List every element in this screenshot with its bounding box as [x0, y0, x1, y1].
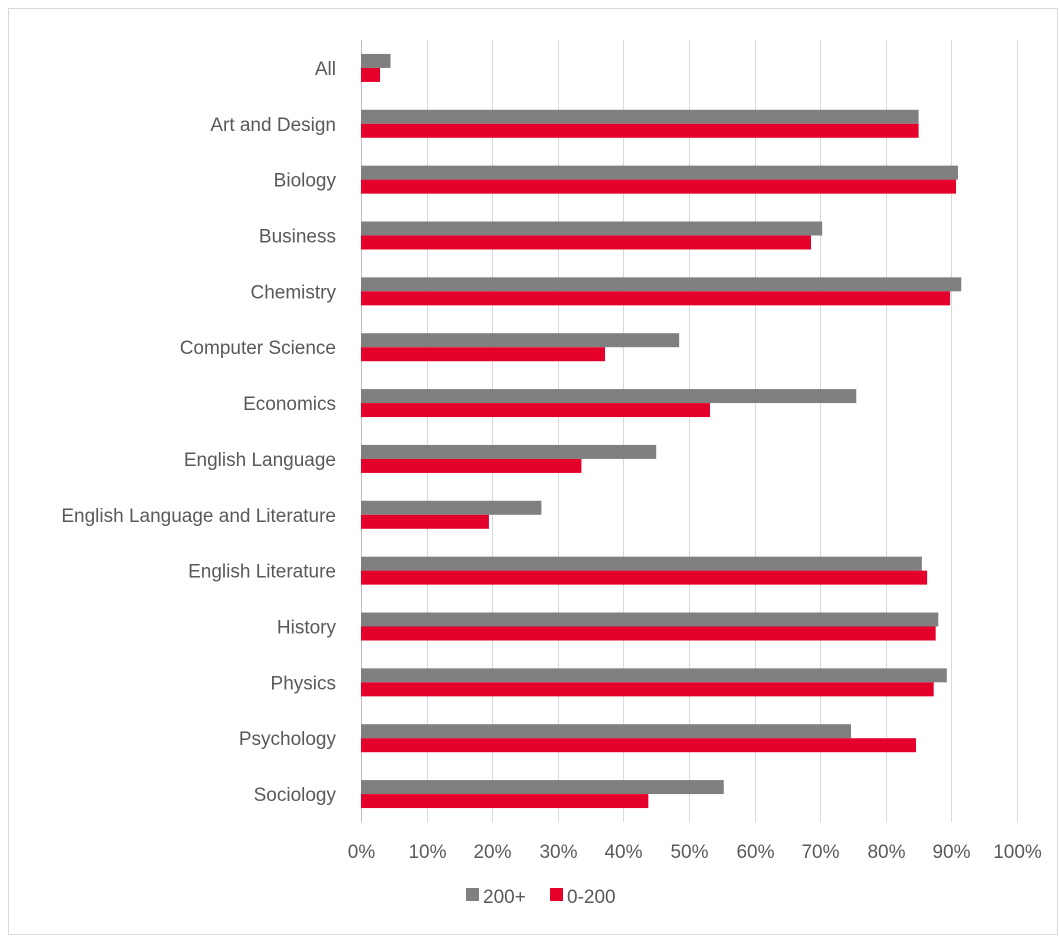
bar-series-200plus [361, 277, 962, 292]
gridlines [361, 40, 1018, 822]
category-label: Art and Design [210, 115, 336, 136]
legend-label: 200+ [483, 887, 526, 908]
bar-series-200plus [361, 165, 958, 180]
bar-series-0-200 [361, 179, 956, 194]
value-axis-labels: 0% 10% 20% 30% 40% 50% 60% 70% 80% 90% 100% [348, 842, 1042, 863]
x-tick-label: 30% [539, 842, 577, 863]
category-label: Business [259, 227, 336, 248]
bar-series-200plus [361, 724, 852, 739]
bar-series-200plus [361, 500, 542, 515]
bar-series-0-200 [361, 682, 934, 697]
bar-series-0-200 [361, 67, 381, 82]
category-label: All [315, 59, 336, 80]
bar-series-200plus [361, 444, 657, 459]
bar-series-0-200 [361, 794, 649, 809]
x-tick-label: 60% [736, 842, 774, 863]
bar-series-200plus [361, 221, 823, 236]
x-tick-label: 90% [932, 842, 970, 863]
x-tick-label: 40% [604, 842, 642, 863]
bar-series-200plus [361, 780, 724, 795]
legend-label: 0-200 [567, 887, 616, 908]
bar-series-200plus [361, 556, 922, 571]
bar-series-0-200 [361, 738, 916, 753]
bar-series-0-200 [361, 626, 936, 641]
category-label: Economics [243, 394, 336, 415]
category-label: Sociology [254, 785, 337, 806]
x-tick-label: 0% [348, 842, 376, 863]
category-label: English Literature [188, 562, 336, 583]
category-label: History [277, 618, 337, 639]
bar-series-0-200 [361, 123, 919, 138]
bar-series-200plus [361, 333, 680, 348]
bar-series-0-200 [361, 570, 928, 585]
bar-series-0-200 [361, 235, 812, 250]
category-label: Chemistry [250, 282, 336, 303]
x-tick-label: 10% [408, 842, 446, 863]
legend-swatch [466, 888, 479, 901]
x-tick-label: 20% [473, 842, 511, 863]
category-label: English Language [184, 450, 336, 471]
category-label: Computer Science [180, 338, 336, 359]
x-tick-label: 50% [670, 842, 708, 863]
bar-series-0-200 [361, 291, 951, 306]
bar-series-0-200 [361, 458, 582, 473]
bars [361, 53, 962, 809]
x-tick-label: 70% [801, 842, 839, 863]
category-label: Biology [274, 171, 337, 192]
bar-series-0-200 [361, 403, 710, 418]
x-tick-label: 100% [993, 842, 1042, 863]
x-tick-label: 80% [867, 842, 905, 863]
bar-series-0-200 [361, 347, 606, 362]
category-label: English Language and Literature [61, 506, 336, 527]
category-axis-labels: All Art and Design Biology Business Chemistr… [61, 59, 336, 806]
bar-series-200plus [361, 668, 947, 683]
legend: 200+ 0-200 [466, 887, 616, 908]
bar-series-200plus [361, 389, 857, 404]
bar-series-200plus [361, 612, 939, 627]
bar-series-200plus [361, 53, 391, 68]
legend-swatch [550, 888, 563, 901]
bar-series-0-200 [361, 514, 489, 529]
category-label: Psychology [239, 729, 337, 750]
category-label: Physics [271, 673, 336, 694]
bar-series-200plus [361, 109, 919, 124]
